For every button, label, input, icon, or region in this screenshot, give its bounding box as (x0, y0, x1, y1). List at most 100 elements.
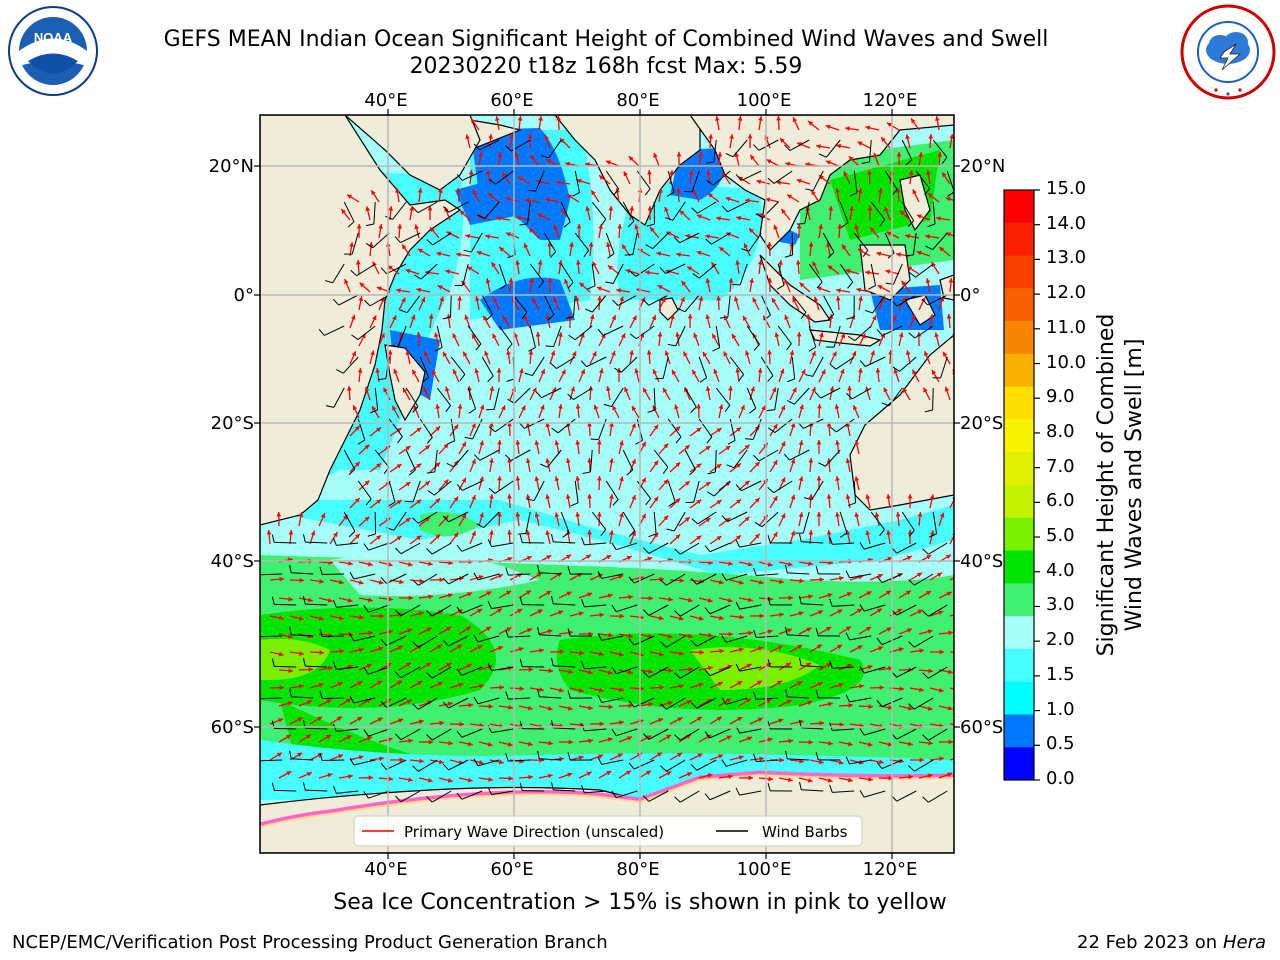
wind-barb (368, 790, 390, 799)
wind-barb-feather (721, 635, 727, 643)
wind-barb (543, 294, 555, 316)
wave-direction-arrowhead (650, 227, 655, 233)
wind-barb-feather (605, 281, 614, 285)
wave-direction-arrowhead (507, 742, 513, 747)
wind-barb (739, 790, 762, 796)
wind-barb (605, 480, 619, 500)
wind-barb (512, 294, 528, 313)
wave-direction-arrowhead (750, 155, 755, 160)
colorbar-title: Significant Height of Combined Wind Wave… (1093, 285, 1163, 685)
wave-direction-arrowhead (657, 332, 663, 337)
wave-direction-arrowhead (707, 665, 713, 671)
wave-direction-arrowhead (477, 608, 483, 614)
wave-direction-arrowhead (648, 702, 653, 707)
wind-barb-feather (505, 629, 509, 638)
wind-barb-feather (767, 597, 771, 606)
wave-direction-arrowhead (738, 755, 744, 760)
wind-barb (481, 294, 493, 315)
wave-direction-arrowhead (958, 116, 963, 121)
wave-direction-arrowhead (817, 404, 822, 409)
wave-direction-arrow (949, 651, 954, 654)
wave-direction-arrowhead (431, 369, 437, 375)
wind-barb (373, 201, 376, 224)
wave-direction-arrowhead (967, 593, 972, 598)
wind-barb (418, 759, 438, 772)
wind-barb (494, 480, 514, 494)
wave-direction-arrowhead (799, 404, 804, 410)
wave-direction-arrowhead (857, 645, 863, 650)
wave-direction-arrowhead (619, 296, 624, 302)
wave-direction-arrowhead (508, 665, 513, 671)
wind-barb-feather (365, 223, 374, 227)
wave-direction-arrowhead (854, 224, 859, 230)
wind-barb-feather (908, 765, 915, 772)
wind-barb (574, 325, 593, 341)
wave-direction-arrowhead (954, 152, 959, 157)
wave-direction-arrowhead (836, 143, 842, 149)
wave-direction-arrowhead (648, 595, 653, 601)
wave-direction-arrowhead (789, 350, 795, 356)
wave-direction-arrowhead (705, 386, 711, 392)
wind-barb-feather (627, 220, 635, 228)
wind-barb-feather (704, 545, 711, 553)
wave-direction-arrowhead (907, 628, 913, 633)
wave-direction-arrowhead (758, 116, 763, 121)
wind-barb (493, 387, 500, 410)
wind-barb-feather (426, 796, 433, 803)
wind-barb (556, 356, 576, 369)
wave-direction-arrowhead (436, 644, 442, 650)
colorbar-segment (1004, 681, 1034, 715)
wave-direction-arrowhead (774, 332, 780, 338)
wave-direction-arrowhead (596, 512, 602, 517)
wind-barb-feather (302, 534, 306, 543)
wave-direction-arrowhead (876, 251, 882, 257)
wind-barb (479, 139, 500, 151)
wave-direction-arrowhead (611, 350, 616, 356)
wave-direction-arrowhead (877, 285, 883, 290)
wave-direction-arrowhead (410, 314, 416, 320)
wind-barb-feather (735, 601, 741, 610)
wind-barb-feather (395, 671, 402, 679)
wave-direction-arrowhead (459, 576, 464, 581)
wind-barb (291, 634, 314, 637)
wind-barb-feather (692, 273, 700, 279)
wind-barb-feather (447, 440, 455, 445)
wave-direction-arrowhead (484, 350, 489, 356)
wave-direction-arrowhead (619, 720, 624, 725)
colorbar-segment (1004, 517, 1034, 552)
wave-direction-arrowhead (607, 265, 613, 271)
wave-direction-arrowhead (341, 209, 346, 214)
wave-direction-arrowhead (471, 423, 476, 428)
wave-direction-arrowhead (596, 286, 602, 291)
wave-direction-arrowhead (713, 368, 718, 374)
wind-barb (481, 356, 494, 377)
wind-barb-feather (456, 606, 463, 614)
wind-barb (820, 387, 841, 399)
wind-barb-feather (712, 347, 720, 352)
wind-barb (733, 449, 748, 468)
wave-direction-arrowhead (395, 188, 400, 193)
wave-direction-arrowhead (685, 233, 691, 239)
wind-barb (915, 263, 934, 278)
colorbar-tick-label: 0.5 (1046, 733, 1075, 755)
wave-direction-arrow (959, 670, 973, 673)
wind-barb (431, 542, 452, 555)
colorbar-tick-label: 6.0 (1046, 490, 1075, 512)
wave-direction-arrowhead (750, 386, 755, 392)
wave-direction-arrowhead (575, 260, 581, 265)
wave-direction-arrowhead (696, 463, 702, 469)
wave-direction-arrowhead (917, 609, 923, 614)
wave-direction-arrowhead (806, 662, 812, 668)
wind-barb-feather (628, 700, 635, 708)
wave-direction-arrowhead (779, 579, 784, 585)
wave-direction-arrowhead (947, 705, 953, 711)
wave-direction-arrowhead (808, 494, 814, 499)
wave-direction-arrowhead (628, 703, 633, 709)
wind-barb (533, 480, 545, 501)
wave-direction-arrowhead (939, 296, 945, 302)
wind-barb (397, 325, 407, 347)
wave-direction-arrowhead (357, 717, 363, 722)
wave-direction-arrowhead (358, 647, 364, 653)
wave-direction-arrowhead (387, 629, 393, 635)
wave-direction-arrowhead (538, 116, 543, 121)
